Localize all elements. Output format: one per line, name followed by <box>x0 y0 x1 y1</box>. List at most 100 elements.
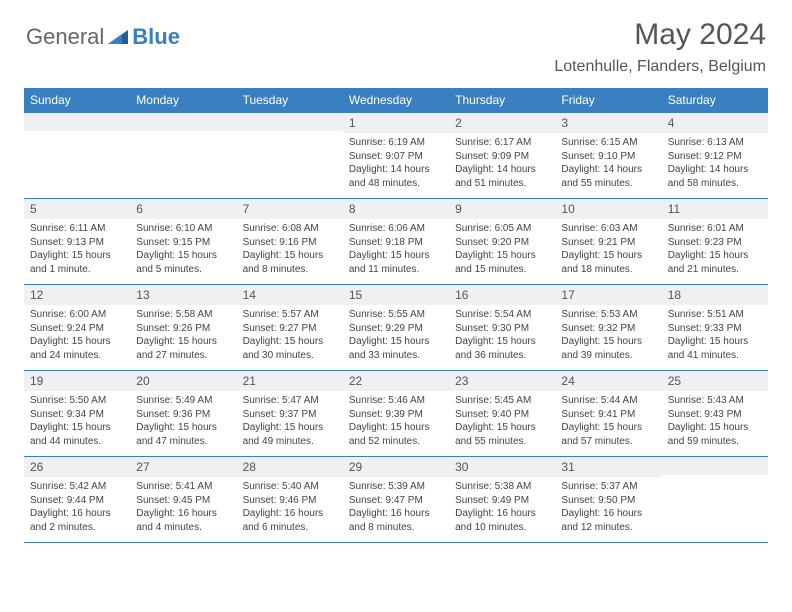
day-details: Sunrise: 5:41 AMSunset: 9:45 PMDaylight:… <box>130 477 236 538</box>
day-details: Sunrise: 5:45 AMSunset: 9:40 PMDaylight:… <box>449 391 555 452</box>
day-number: 31 <box>555 457 661 477</box>
day-details: Sunrise: 6:17 AMSunset: 9:09 PMDaylight:… <box>449 133 555 194</box>
calendar-cell: 5Sunrise: 6:11 AMSunset: 9:13 PMDaylight… <box>24 199 130 285</box>
weekday-header: Saturday <box>662 88 768 113</box>
day-number: 11 <box>662 199 768 219</box>
weekday-header: Sunday <box>24 88 130 113</box>
calendar-cell: 4Sunrise: 6:13 AMSunset: 9:12 PMDaylight… <box>662 113 768 199</box>
day-details: Sunrise: 6:00 AMSunset: 9:24 PMDaylight:… <box>24 305 130 366</box>
day-number: 3 <box>555 113 661 133</box>
day-details: Sunrise: 5:43 AMSunset: 9:43 PMDaylight:… <box>662 391 768 452</box>
weekday-header: Thursday <box>449 88 555 113</box>
calendar-cell: 14Sunrise: 5:57 AMSunset: 9:27 PMDayligh… <box>237 285 343 371</box>
day-number: 13 <box>130 285 236 305</box>
day-details: Sunrise: 6:05 AMSunset: 9:20 PMDaylight:… <box>449 219 555 280</box>
weekday-header: Friday <box>555 88 661 113</box>
logo-text-general: General <box>26 24 104 50</box>
day-details: Sunrise: 5:44 AMSunset: 9:41 PMDaylight:… <box>555 391 661 452</box>
calendar-cell: 1Sunrise: 6:19 AMSunset: 9:07 PMDaylight… <box>343 113 449 199</box>
day-number: 23 <box>449 371 555 391</box>
calendar-cell <box>662 457 768 543</box>
day-details: Sunrise: 5:54 AMSunset: 9:30 PMDaylight:… <box>449 305 555 366</box>
day-number: 24 <box>555 371 661 391</box>
day-details: Sunrise: 5:38 AMSunset: 9:49 PMDaylight:… <box>449 477 555 538</box>
day-details: Sunrise: 5:58 AMSunset: 9:26 PMDaylight:… <box>130 305 236 366</box>
logo-text-blue: Blue <box>132 24 180 50</box>
calendar-cell: 2Sunrise: 6:17 AMSunset: 9:09 PMDaylight… <box>449 113 555 199</box>
calendar-cell: 8Sunrise: 6:06 AMSunset: 9:18 PMDaylight… <box>343 199 449 285</box>
day-number: 17 <box>555 285 661 305</box>
calendar-cell <box>237 113 343 199</box>
calendar-body: 1Sunrise: 6:19 AMSunset: 9:07 PMDaylight… <box>24 113 768 543</box>
calendar-cell: 21Sunrise: 5:47 AMSunset: 9:37 PMDayligh… <box>237 371 343 457</box>
day-number: 4 <box>662 113 768 133</box>
day-number: 21 <box>237 371 343 391</box>
day-details: Sunrise: 5:55 AMSunset: 9:29 PMDaylight:… <box>343 305 449 366</box>
weekday-header: Tuesday <box>237 88 343 113</box>
calendar-cell: 17Sunrise: 5:53 AMSunset: 9:32 PMDayligh… <box>555 285 661 371</box>
day-details: Sunrise: 5:53 AMSunset: 9:32 PMDaylight:… <box>555 305 661 366</box>
calendar-cell: 31Sunrise: 5:37 AMSunset: 9:50 PMDayligh… <box>555 457 661 543</box>
day-number: 30 <box>449 457 555 477</box>
calendar-cell: 12Sunrise: 6:00 AMSunset: 9:24 PMDayligh… <box>24 285 130 371</box>
calendar-cell: 11Sunrise: 6:01 AMSunset: 9:23 PMDayligh… <box>662 199 768 285</box>
day-number: 9 <box>449 199 555 219</box>
day-number: 8 <box>343 199 449 219</box>
calendar-cell: 25Sunrise: 5:43 AMSunset: 9:43 PMDayligh… <box>662 371 768 457</box>
day-number <box>237 113 343 131</box>
day-details: Sunrise: 6:03 AMSunset: 9:21 PMDaylight:… <box>555 219 661 280</box>
day-details: Sunrise: 5:37 AMSunset: 9:50 PMDaylight:… <box>555 477 661 538</box>
day-number: 14 <box>237 285 343 305</box>
location: Lotenhulle, Flanders, Belgium <box>554 58 766 76</box>
day-details: Sunrise: 5:47 AMSunset: 9:37 PMDaylight:… <box>237 391 343 452</box>
calendar-cell: 27Sunrise: 5:41 AMSunset: 9:45 PMDayligh… <box>130 457 236 543</box>
day-details: Sunrise: 5:51 AMSunset: 9:33 PMDaylight:… <box>662 305 768 366</box>
calendar-cell: 10Sunrise: 6:03 AMSunset: 9:21 PMDayligh… <box>555 199 661 285</box>
day-number <box>130 113 236 131</box>
day-number: 20 <box>130 371 236 391</box>
header: General Blue May 2024 Lotenhulle, Flande… <box>0 0 792 80</box>
logo-triangle-icon <box>108 24 128 50</box>
weekday-header: Wednesday <box>343 88 449 113</box>
day-number: 28 <box>237 457 343 477</box>
calendar-row: 1Sunrise: 6:19 AMSunset: 9:07 PMDaylight… <box>24 113 768 199</box>
day-details: Sunrise: 5:39 AMSunset: 9:47 PMDaylight:… <box>343 477 449 538</box>
month-title: May 2024 <box>554 18 766 52</box>
day-number: 25 <box>662 371 768 391</box>
day-number: 10 <box>555 199 661 219</box>
calendar-table: SundayMondayTuesdayWednesdayThursdayFrid… <box>24 88 768 543</box>
calendar-row: 12Sunrise: 6:00 AMSunset: 9:24 PMDayligh… <box>24 285 768 371</box>
day-details: Sunrise: 5:46 AMSunset: 9:39 PMDaylight:… <box>343 391 449 452</box>
calendar-cell: 15Sunrise: 5:55 AMSunset: 9:29 PMDayligh… <box>343 285 449 371</box>
calendar-row: 5Sunrise: 6:11 AMSunset: 9:13 PMDaylight… <box>24 199 768 285</box>
calendar-cell: 29Sunrise: 5:39 AMSunset: 9:47 PMDayligh… <box>343 457 449 543</box>
logo: General Blue <box>26 18 180 50</box>
day-details: Sunrise: 6:19 AMSunset: 9:07 PMDaylight:… <box>343 133 449 194</box>
day-number: 7 <box>237 199 343 219</box>
day-details: Sunrise: 5:50 AMSunset: 9:34 PMDaylight:… <box>24 391 130 452</box>
day-number: 27 <box>130 457 236 477</box>
day-details: Sunrise: 5:49 AMSunset: 9:36 PMDaylight:… <box>130 391 236 452</box>
day-details: Sunrise: 6:10 AMSunset: 9:15 PMDaylight:… <box>130 219 236 280</box>
day-number: 19 <box>24 371 130 391</box>
calendar-cell: 3Sunrise: 6:15 AMSunset: 9:10 PMDaylight… <box>555 113 661 199</box>
day-details: Sunrise: 6:01 AMSunset: 9:23 PMDaylight:… <box>662 219 768 280</box>
day-details: Sunrise: 6:15 AMSunset: 9:10 PMDaylight:… <box>555 133 661 194</box>
calendar-cell: 20Sunrise: 5:49 AMSunset: 9:36 PMDayligh… <box>130 371 236 457</box>
day-number <box>662 457 768 475</box>
day-details: Sunrise: 6:13 AMSunset: 9:12 PMDaylight:… <box>662 133 768 194</box>
day-number: 15 <box>343 285 449 305</box>
day-number: 18 <box>662 285 768 305</box>
calendar-row: 26Sunrise: 5:42 AMSunset: 9:44 PMDayligh… <box>24 457 768 543</box>
day-number <box>24 113 130 131</box>
day-number: 6 <box>130 199 236 219</box>
day-details: Sunrise: 6:06 AMSunset: 9:18 PMDaylight:… <box>343 219 449 280</box>
calendar-cell: 22Sunrise: 5:46 AMSunset: 9:39 PMDayligh… <box>343 371 449 457</box>
day-number: 12 <box>24 285 130 305</box>
day-number: 1 <box>343 113 449 133</box>
day-number: 26 <box>24 457 130 477</box>
day-number: 5 <box>24 199 130 219</box>
calendar-cell: 30Sunrise: 5:38 AMSunset: 9:49 PMDayligh… <box>449 457 555 543</box>
day-details: Sunrise: 5:40 AMSunset: 9:46 PMDaylight:… <box>237 477 343 538</box>
day-details: Sunrise: 5:42 AMSunset: 9:44 PMDaylight:… <box>24 477 130 538</box>
